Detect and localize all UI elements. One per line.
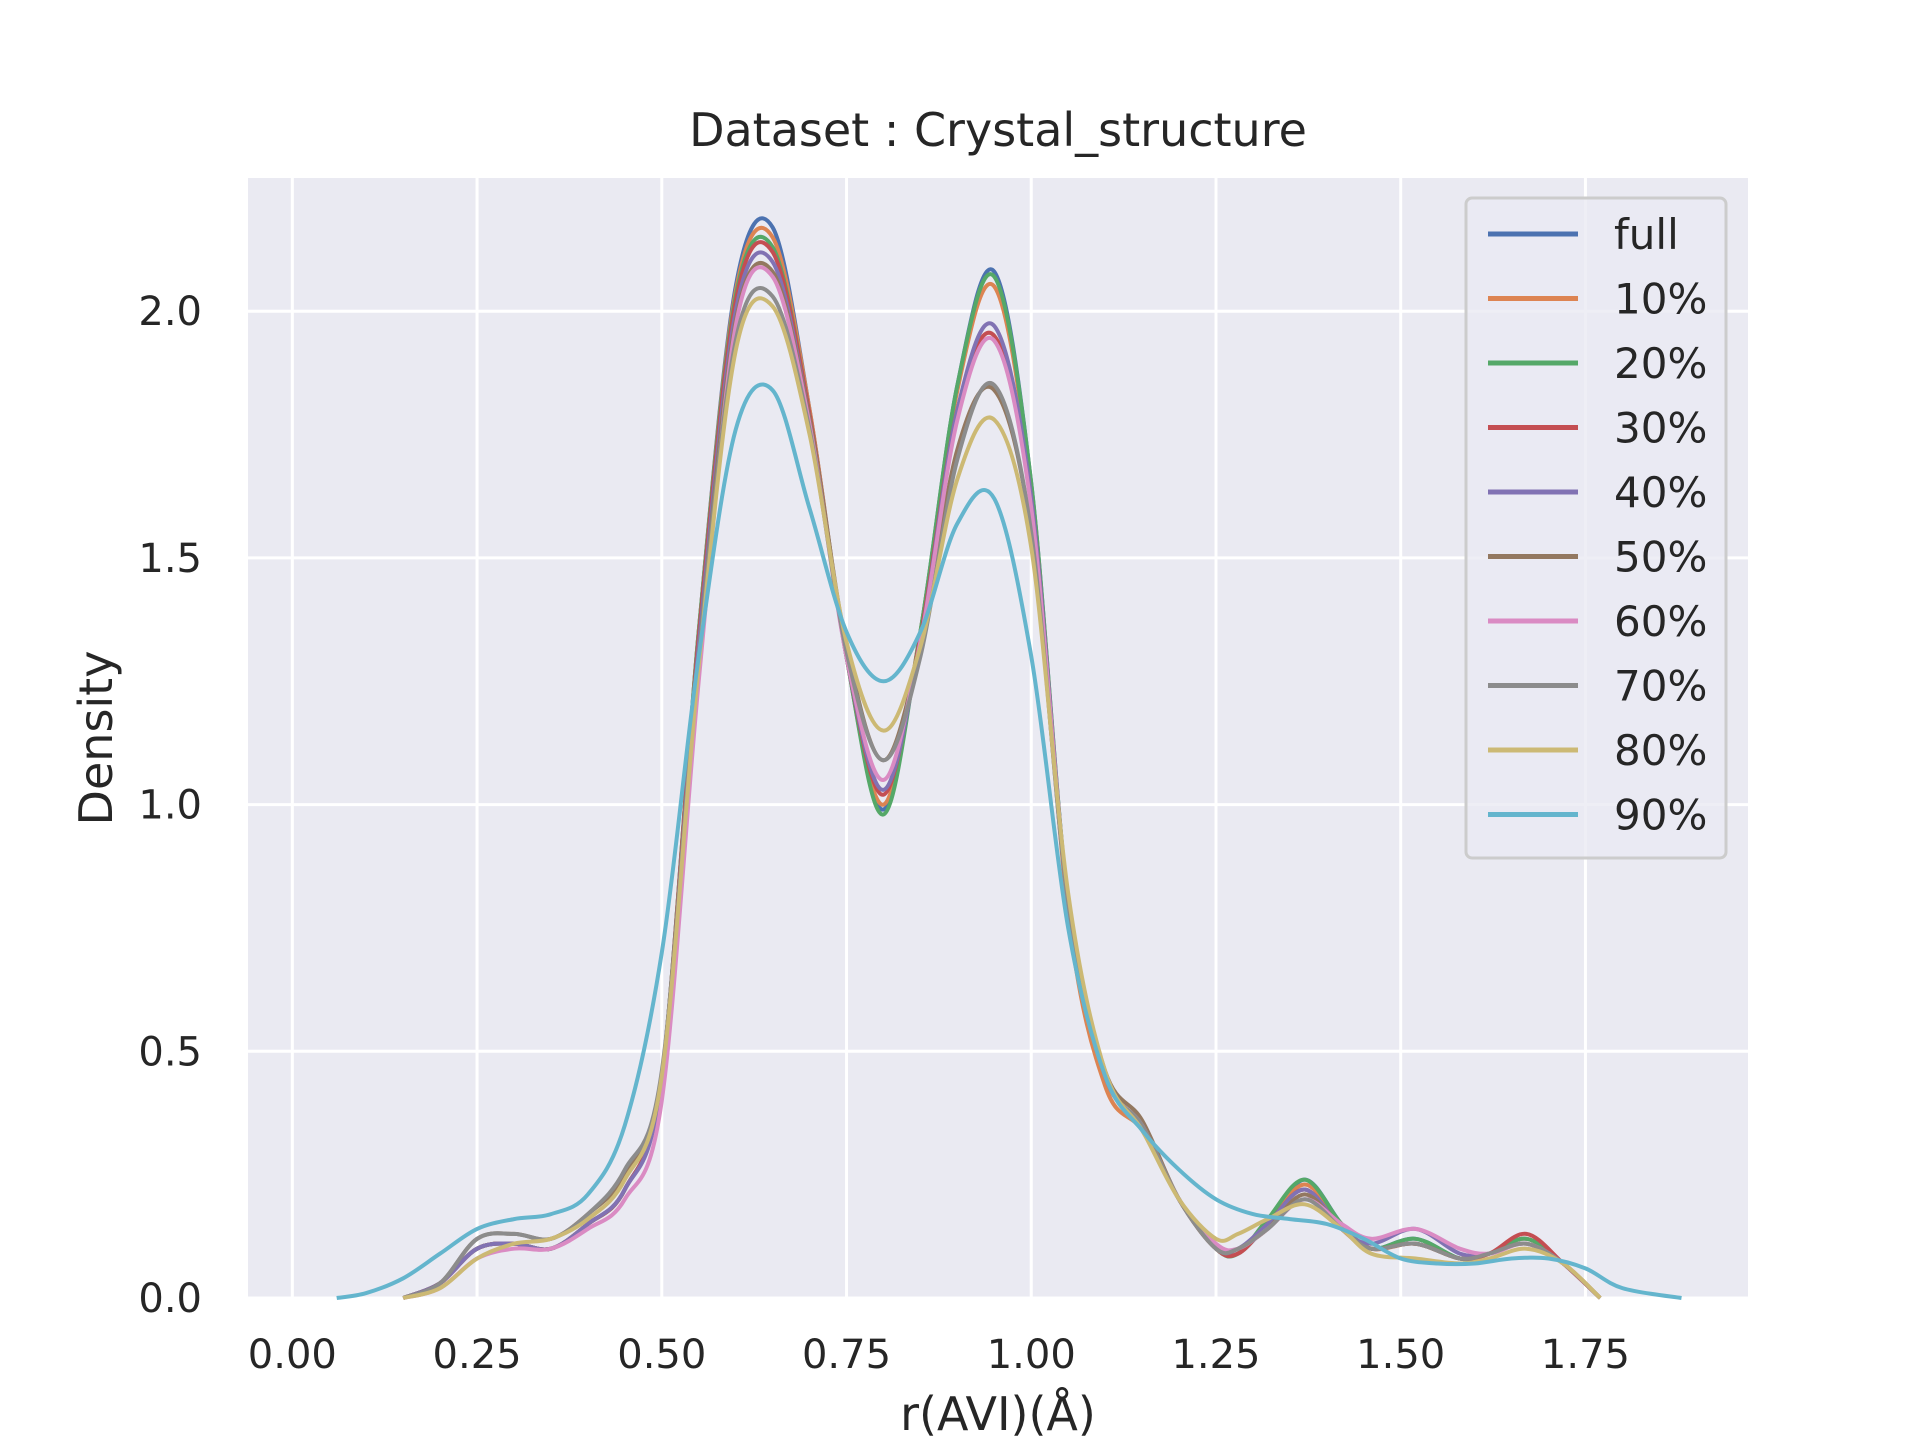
legend-label-full: full bbox=[1614, 210, 1679, 259]
legend-label-80pct: 80% bbox=[1614, 726, 1707, 775]
legend-label-40pct: 40% bbox=[1614, 468, 1707, 517]
y-tick-label: 2.0 bbox=[138, 289, 202, 335]
x-tick-label: 0.25 bbox=[433, 1332, 522, 1378]
legend-label-30pct: 30% bbox=[1614, 404, 1707, 453]
series-line-90pct bbox=[336, 382, 1682, 1300]
x-tick-label: 1.00 bbox=[987, 1332, 1076, 1378]
legend-label-50pct: 50% bbox=[1614, 533, 1707, 582]
x-tick-label: 1.25 bbox=[1171, 1332, 1260, 1378]
y-tick-label: 0.5 bbox=[138, 1029, 202, 1075]
x-tick-label: 1.50 bbox=[1356, 1332, 1445, 1378]
y-tick-label: 1.5 bbox=[138, 536, 202, 582]
x-tick-label: 1.75 bbox=[1541, 1332, 1630, 1378]
legend-label-20pct: 20% bbox=[1614, 339, 1707, 388]
y-tick-label: 0.0 bbox=[138, 1276, 202, 1322]
series-line-60pct bbox=[402, 265, 1602, 1300]
series-lines bbox=[336, 216, 1682, 1300]
x-tick-label: 0.75 bbox=[802, 1332, 891, 1378]
chart-title: Dataset : Crystal_structure bbox=[689, 103, 1307, 157]
legend-label-10pct: 10% bbox=[1614, 275, 1707, 324]
legend-label-70pct: 70% bbox=[1614, 662, 1707, 711]
x-tick-labels: 0.00 0.25 0.50 0.75 1.00 1.25 1.50 1.75 bbox=[248, 1332, 1630, 1378]
legend-label-90pct: 90% bbox=[1614, 791, 1707, 840]
y-tick-labels: 0.0 0.5 1.0 1.5 2.0 bbox=[138, 289, 202, 1322]
y-tick-label: 1.0 bbox=[138, 783, 202, 829]
y-axis-label: Density bbox=[69, 651, 123, 826]
legend-label-60pct: 60% bbox=[1614, 597, 1707, 646]
x-tick-label: 0.50 bbox=[617, 1332, 706, 1378]
x-axis-label: r(AVI)(Å) bbox=[900, 1387, 1096, 1440]
legend-items: full 10% 20% 30% 40% 50% 60% 70% 80% 90% bbox=[1488, 210, 1707, 840]
x-tick-label: 0.00 bbox=[248, 1332, 337, 1378]
legend: full 10% 20% 30% 40% 50% 60% 70% 80% 90% bbox=[1464, 196, 1728, 860]
